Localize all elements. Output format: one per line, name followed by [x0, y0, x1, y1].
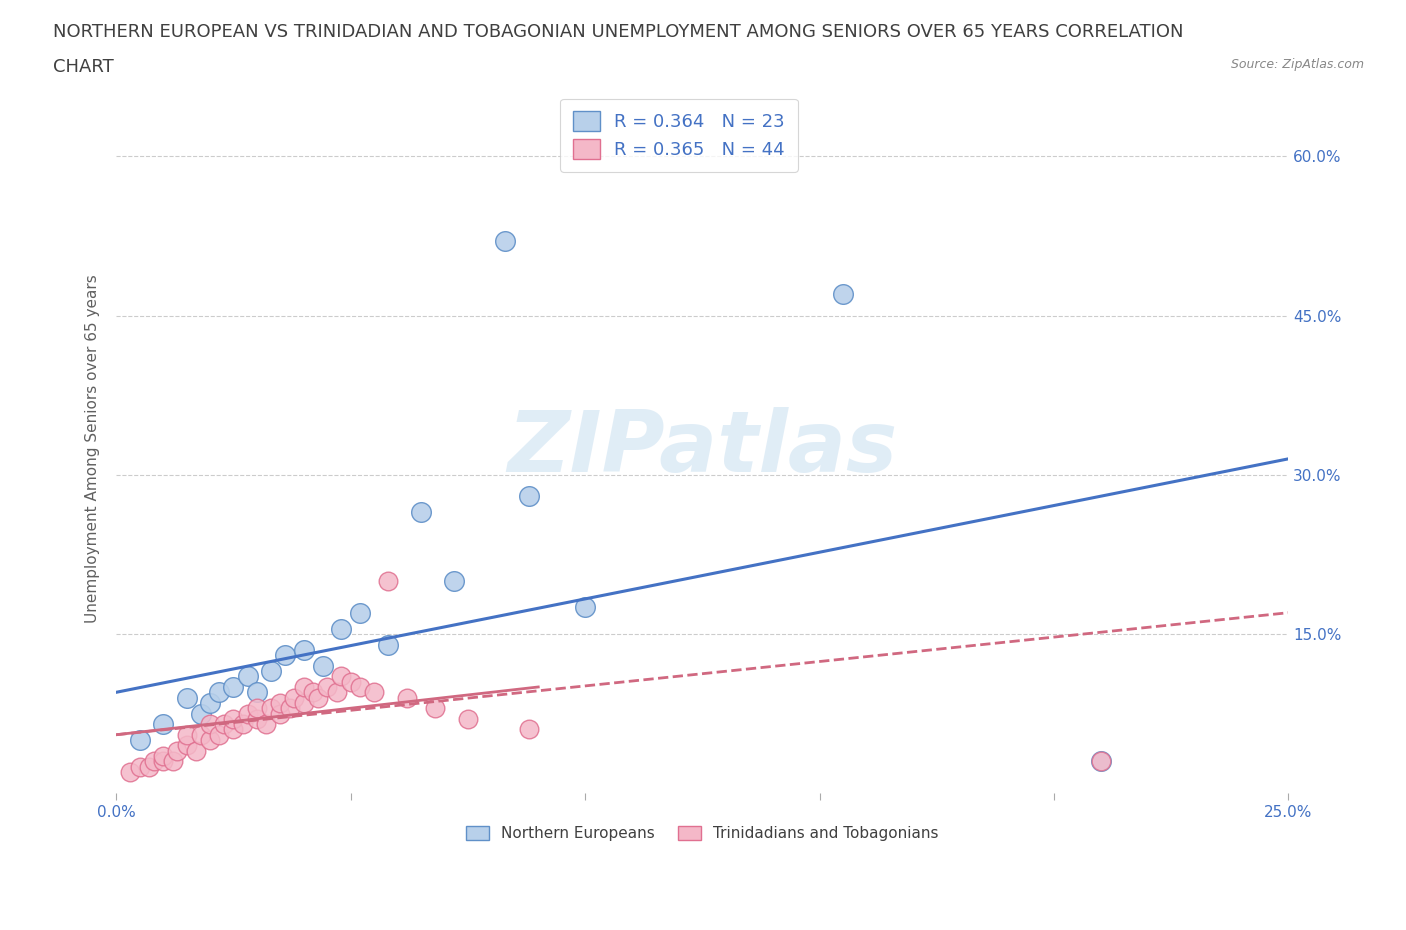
Point	[311, 658, 333, 673]
Point	[330, 669, 353, 684]
Point	[377, 574, 399, 589]
Legend: Northern Europeans, Trinidadians and Tobagonians: Northern Europeans, Trinidadians and Tob…	[460, 820, 945, 847]
Point	[246, 684, 269, 699]
Text: NORTHERN EUROPEAN VS TRINIDADIAN AND TOBAGONIAN UNEMPLOYMENT AMONG SENIORS OVER : NORTHERN EUROPEAN VS TRINIDADIAN AND TOB…	[53, 23, 1184, 41]
Point	[128, 759, 150, 774]
Point	[494, 233, 516, 248]
Point	[443, 574, 465, 589]
Point	[198, 733, 221, 748]
Point	[330, 621, 353, 636]
Point	[142, 754, 165, 769]
Point	[212, 717, 235, 732]
Text: CHART: CHART	[53, 58, 114, 75]
Point	[269, 696, 291, 711]
Point	[349, 605, 371, 620]
Point	[292, 696, 315, 711]
Point	[339, 674, 361, 689]
Point	[190, 706, 212, 721]
Point	[120, 764, 142, 779]
Point	[517, 488, 540, 503]
Point	[316, 680, 339, 695]
Point	[222, 711, 245, 726]
Point	[176, 737, 198, 752]
Point	[457, 711, 479, 726]
Point	[208, 684, 231, 699]
Point	[302, 684, 325, 699]
Point	[283, 690, 305, 705]
Point	[254, 717, 277, 732]
Point	[232, 717, 254, 732]
Y-axis label: Unemployment Among Seniors over 65 years: Unemployment Among Seniors over 65 years	[86, 273, 100, 622]
Point	[128, 733, 150, 748]
Point	[208, 727, 231, 742]
Point	[246, 711, 269, 726]
Point	[832, 287, 855, 302]
Point	[307, 690, 329, 705]
Point	[184, 743, 207, 758]
Point	[292, 680, 315, 695]
Point	[1090, 754, 1112, 769]
Text: Source: ZipAtlas.com: Source: ZipAtlas.com	[1230, 58, 1364, 71]
Point	[269, 706, 291, 721]
Point	[152, 749, 174, 764]
Point	[574, 600, 596, 615]
Point	[363, 684, 385, 699]
Point	[278, 701, 301, 716]
Point	[292, 643, 315, 658]
Point	[236, 706, 259, 721]
Point	[260, 701, 283, 716]
Point	[1090, 754, 1112, 769]
Point	[162, 754, 184, 769]
Point	[176, 690, 198, 705]
Point	[349, 680, 371, 695]
Point	[395, 690, 418, 705]
Point	[236, 669, 259, 684]
Point	[176, 727, 198, 742]
Point	[423, 701, 446, 716]
Point	[517, 722, 540, 737]
Point	[222, 680, 245, 695]
Text: ZIPatlas: ZIPatlas	[508, 406, 897, 490]
Point	[198, 717, 221, 732]
Point	[325, 684, 347, 699]
Point	[138, 759, 160, 774]
Point	[246, 701, 269, 716]
Point	[152, 717, 174, 732]
Point	[152, 754, 174, 769]
Point	[260, 664, 283, 679]
Point	[409, 504, 432, 519]
Point	[190, 727, 212, 742]
Point	[166, 743, 188, 758]
Point	[222, 722, 245, 737]
Point	[198, 696, 221, 711]
Point	[274, 647, 297, 662]
Point	[377, 637, 399, 652]
